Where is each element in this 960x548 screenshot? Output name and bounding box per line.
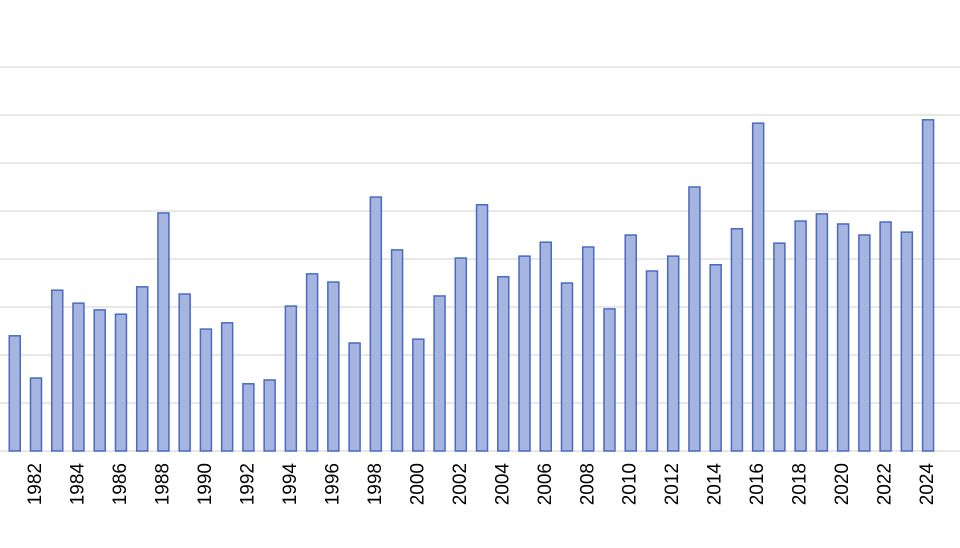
bar	[348, 342, 361, 452]
x-tick-label: 1982	[25, 463, 46, 505]
x-tick-label: 1984	[67, 463, 88, 506]
bar	[284, 305, 298, 452]
x-tick-label: 2016	[747, 463, 768, 505]
bar	[29, 377, 43, 452]
bar	[858, 234, 871, 452]
bar	[50, 289, 64, 452]
bar	[390, 249, 404, 452]
x-tick-label: 2012	[662, 463, 683, 505]
bar	[581, 246, 595, 452]
bar	[369, 196, 383, 452]
bar	[475, 204, 489, 452]
bar	[497, 276, 510, 452]
bar	[135, 286, 149, 452]
x-tick-label: 2006	[535, 463, 556, 505]
x-tick-label: 2014	[705, 463, 726, 506]
bar	[688, 186, 701, 452]
bar	[157, 212, 170, 452]
bar	[560, 282, 574, 452]
x-tick-label: 1990	[195, 463, 216, 505]
x-tick-label: 2022	[875, 463, 896, 505]
bar	[539, 241, 553, 452]
bar	[900, 231, 914, 452]
bar	[751, 122, 765, 452]
bar	[730, 228, 744, 452]
x-tick-label: 2024	[917, 463, 938, 506]
bar	[242, 383, 255, 452]
bar	[72, 302, 85, 452]
bar	[327, 281, 340, 452]
x-tick-label: 2004	[492, 463, 513, 506]
x-tick-label: 1996	[322, 463, 343, 505]
bar	[794, 220, 807, 452]
x-tick-label: 2002	[450, 463, 471, 505]
bar	[921, 119, 935, 452]
bar	[412, 338, 425, 452]
x-tick-label: 1986	[110, 463, 131, 505]
bar	[624, 234, 637, 452]
bar	[518, 255, 531, 452]
x-tick-label: 2008	[577, 463, 598, 505]
bar	[8, 335, 22, 452]
bar	[433, 295, 446, 452]
bar	[879, 221, 892, 452]
bar	[666, 255, 680, 452]
bar	[645, 270, 659, 452]
bar	[220, 322, 234, 452]
x-tick-label: 1988	[152, 463, 173, 505]
bar	[815, 213, 829, 452]
bar	[178, 293, 191, 452]
bar	[709, 264, 722, 452]
bar	[454, 257, 468, 452]
bar	[836, 223, 850, 452]
bar	[305, 273, 319, 452]
x-tick-label: 2000	[407, 463, 428, 505]
bar	[773, 242, 786, 452]
bar	[603, 308, 616, 452]
x-tick-label: 1998	[365, 463, 386, 505]
x-tick-label: 2018	[790, 463, 811, 505]
x-tick-label: 2020	[832, 463, 853, 505]
bar	[114, 313, 128, 452]
x-tick-label: 1992	[237, 463, 258, 505]
bar	[263, 379, 276, 452]
bar	[93, 309, 106, 452]
x-tick-label: 2010	[620, 463, 641, 505]
x-tick-label: 1980	[0, 463, 4, 505]
x-tick-label: 1994	[280, 463, 301, 506]
bar	[199, 328, 213, 452]
